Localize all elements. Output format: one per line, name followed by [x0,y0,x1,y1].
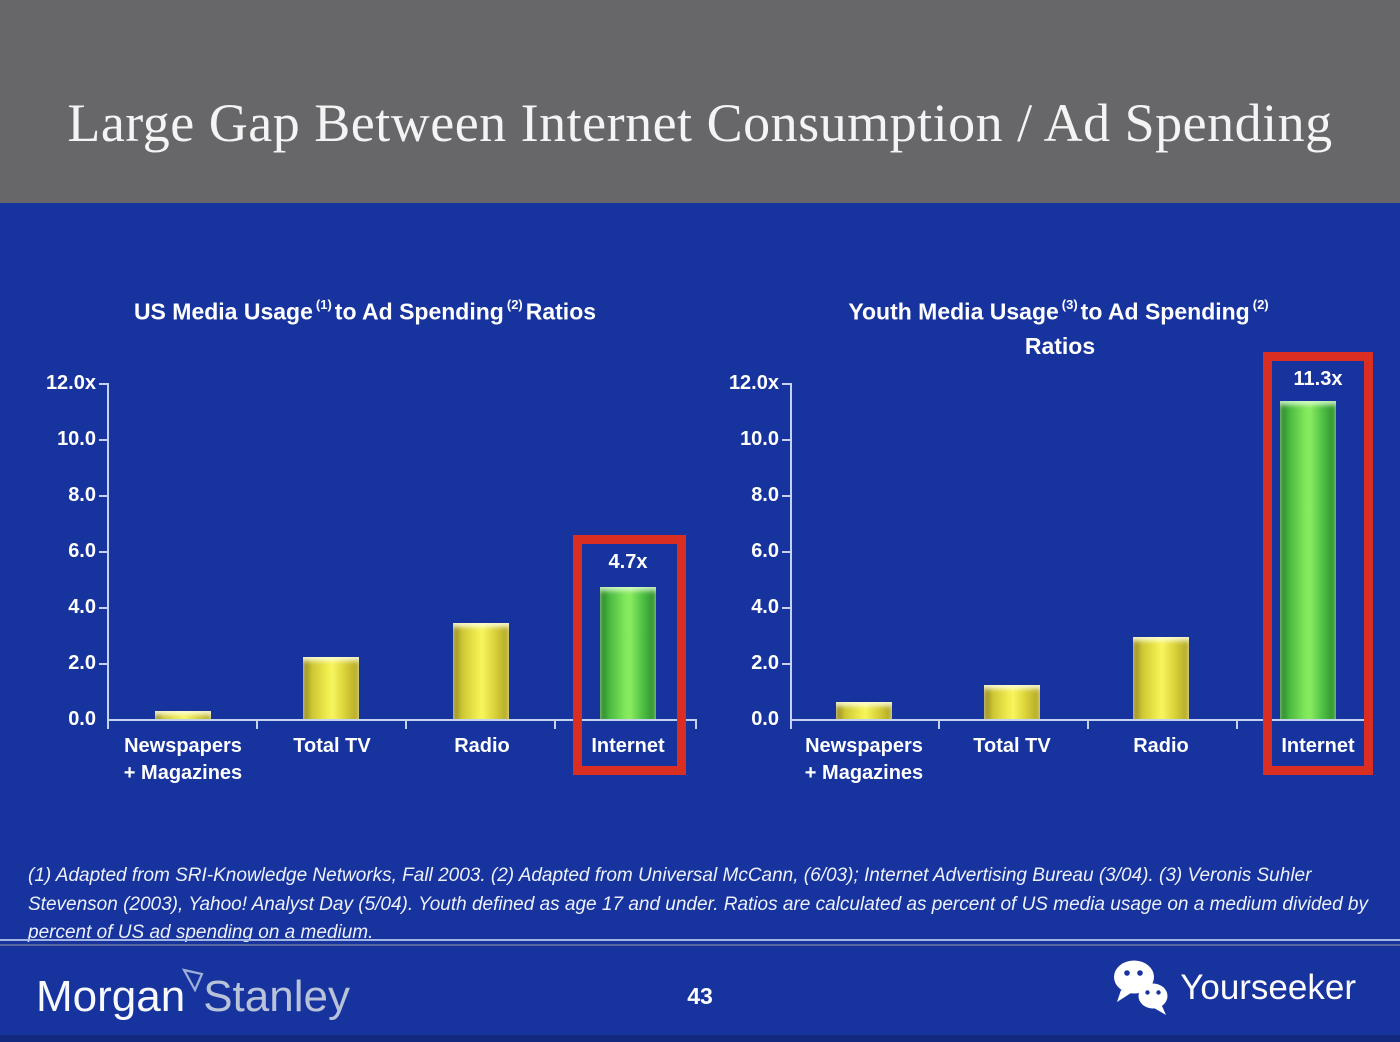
us-chart-y-axis [107,383,109,721]
youth-ytick [782,495,790,497]
youth-ytick [782,383,790,385]
brand-morgan: Morgan [36,972,186,1021]
us-ytick [99,551,107,553]
watermark: Yourseeker [1112,958,1356,1018]
youth-bar-radio [1133,637,1189,719]
morgan-stanley-triangle-icon [182,968,204,993]
highlight-box-internet-us [573,535,686,775]
youth-chart-y-axis [790,383,792,721]
morgan-stanley-logo: Morgan Stanley [36,968,350,1022]
brand-stanley: Stanley [203,972,350,1021]
chart-title-youth-text: Youth Media Usage [848,298,1059,325]
youth-chart-x-axis [790,719,1372,721]
youth-ytick [782,551,790,553]
youth-cat-internet: Internet [1281,735,1355,757]
us-cat-radio: Radio [454,735,510,757]
youth-bar-total-tv [984,685,1040,719]
footnote-ref-2b: (2) [1252,297,1269,312]
chart-title-us-text: US Media Usage [133,298,313,325]
footnote-ref-2: (2) [506,297,523,312]
us-xtick [405,721,407,729]
youth-ytick-label: 4.0 [751,596,779,618]
us-bar-newspapers [155,710,211,719]
youth-internet-value-label: 11.3x [1293,368,1343,390]
us-ytick-label: 10.0 [57,428,96,450]
slide-header: Large Gap Between Internet Consumption /… [0,0,1400,203]
us-ytick-label: 6.0 [68,540,96,562]
us-ytick [99,439,107,441]
youth-cat-newspapers-line1: Newspapers [805,735,923,757]
youth-cat-radio: Radio [1133,735,1189,757]
us-ytick-label: 8.0 [68,484,96,506]
us-xtick [554,721,556,729]
highlight-box-internet-youth [1263,352,1373,775]
footnote-ref-1: (1) [315,297,332,312]
youth-xtick [1236,721,1238,729]
us-ytick [99,383,107,385]
us-chart-x-axis [107,719,697,721]
us-cat-internet: Internet [591,735,665,757]
youth-ytick-label: 10.0 [740,428,779,450]
us-ytick-label: 4.0 [68,596,96,618]
us-ytick-label: 2.0 [68,652,96,674]
youth-xtick [790,721,792,729]
chart-title-youth: Youth Media Usage (3) to Ad Spending (2) Ra… [848,297,1269,359]
page-number: 43 [687,983,713,1009]
footnote-text: (1) Adapted from SRI-Knowledge Networks,… [28,865,1368,943]
youth-ytick-label: 12.0x [728,372,779,394]
youth-ytick-label: 8.0 [751,484,779,506]
us-cat-newspapers-line2: + Magazines [123,762,243,784]
us-xtick [256,721,258,729]
youth-ytick-label: 2.0 [751,652,779,674]
youth-ytick [782,607,790,609]
us-internet-value-label: 4.7x [608,551,648,573]
bottom-strip [0,1035,1400,1042]
youth-ytick [782,663,790,665]
us-ytick [99,607,107,609]
us-cat-newspapers-line1: Newspapers [124,735,242,757]
slide-title: Large Gap Between Internet Consumption /… [67,93,1333,153]
youth-cat-total-tv: Total TV [973,735,1051,757]
us-ytick [99,663,107,665]
us-cat-total-tv: Total TV [293,735,371,757]
youth-bar-internet [1280,400,1336,719]
youth-xtick [938,721,940,729]
youth-ytick-label: 6.0 [751,540,779,562]
youth-ytick [782,439,790,441]
us-xtick [107,721,109,729]
chart-title-us: US Media Usage (1) to Ad Spending (2) Ratios [133,297,597,325]
us-ytick-label: 12.0x [45,372,96,394]
us-ytick-label: 0.0 [68,708,96,730]
watermark-label: Yourseeker [1180,968,1356,1007]
wechat-icon [1114,960,1168,1015]
us-bar-internet [600,586,656,719]
us-xtick [695,721,697,729]
youth-cat-newspapers-line2: + Magazines [804,762,924,784]
youth-ytick-label: 0.0 [751,708,779,730]
footer-separator [0,939,1400,946]
youth-xtick [1087,721,1089,729]
us-bar-radio [453,623,509,719]
us-bar-total-tv [303,657,359,719]
youth-bar-newspapers [836,702,892,719]
footnote-ref-3: (3) [1061,297,1078,312]
us-ytick [99,495,107,497]
